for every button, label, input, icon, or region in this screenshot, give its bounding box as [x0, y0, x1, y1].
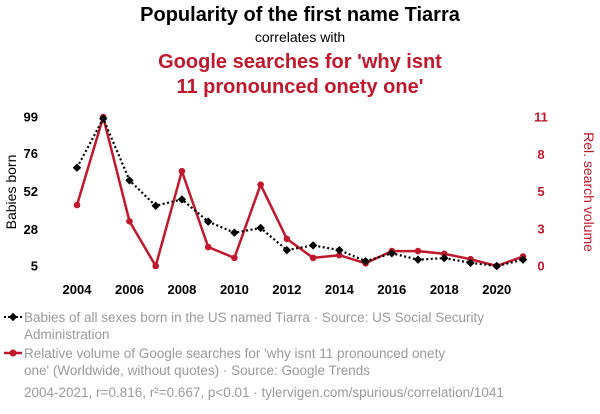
legend-entry-searches: Relative volume of Google searches for '… — [4, 346, 445, 378]
data-point-search-volume — [178, 167, 186, 175]
data-point-babies-born — [125, 176, 134, 185]
data-point-babies-born — [151, 201, 160, 210]
y-right-tick-label: 5 — [537, 184, 544, 199]
x-tick-label: 2020 — [482, 282, 511, 297]
x-tick-label: 2010 — [220, 282, 249, 297]
data-point-babies-born — [203, 217, 213, 226]
chart-subtitle: correlates with — [255, 29, 345, 45]
y-right-tick-label: 3 — [537, 221, 544, 236]
data-point-babies-born — [335, 245, 344, 255]
data-point-babies-born — [282, 245, 292, 255]
footer-note: 2004-2021, r=0.816, r²=0.667, p<0.01 · t… — [24, 385, 504, 400]
legend-marker-searches — [9, 349, 17, 357]
y-left-tick-label: 5 — [31, 259, 38, 274]
y-left-tick-label: 99 — [24, 110, 38, 125]
data-point-babies-born — [308, 241, 318, 250]
data-point-babies-born — [256, 223, 265, 233]
x-tick-label: 2006 — [115, 282, 144, 297]
y-left-tick-label: 52 — [24, 184, 38, 199]
data-point-babies-born — [230, 228, 239, 237]
series-line-babies-born — [76, 117, 524, 268]
chart-title: Popularity of the first name Tiarra — [140, 4, 461, 26]
legend-text-searches-line-1: Relative volume of Google searches for '… — [24, 346, 445, 361]
data-point-babies-born — [413, 255, 423, 264]
data-point-search-volume — [204, 243, 212, 251]
legend-marker-babies — [8, 312, 18, 322]
legend-entry-babies: Babies of all sexes born in the US named… — [4, 310, 484, 342]
y-left-tick-label: 28 — [24, 222, 38, 237]
y-right-tick-label: 0 — [537, 259, 544, 274]
data-point-babies-born — [361, 257, 370, 266]
y-axis-left-label: Babies born — [3, 155, 19, 230]
data-point-search-volume — [257, 181, 264, 189]
data-point-search-volume — [414, 247, 422, 255]
y-axis-left: 5 28 52 76 99 — [24, 110, 38, 274]
data-point-search-volume — [309, 254, 317, 262]
data-point-search-volume — [126, 218, 133, 225]
legend-text-searches-line-2: one' (Worldwide, without quotes) · Sourc… — [24, 363, 370, 378]
x-tick-label: 2008 — [167, 282, 196, 297]
data-point-search-volume — [283, 235, 291, 243]
chart-title2-line-2: 11 pronounced onety one' — [176, 76, 423, 98]
data-point-babies-born — [177, 195, 187, 204]
series-babies-born — [72, 114, 528, 271]
x-tick-label: 2018 — [430, 282, 459, 297]
y-axis-right: 0 3 5 8 11 — [534, 110, 548, 274]
data-point-babies-born — [492, 261, 501, 271]
series-line-search-volume — [75, 115, 524, 268]
data-point-babies-born — [440, 253, 449, 263]
x-axis: 2004 2006 2008 2010 2012 2014 2016 2018 2020 — [63, 282, 512, 297]
y-right-tick-label: 11 — [534, 110, 548, 125]
chart-title2-line-1: Google searches for 'why isnt — [158, 51, 442, 73]
x-tick-label: 2012 — [272, 282, 301, 297]
data-point-babies-born — [387, 249, 397, 258]
legend-text-babies-line-1: Babies of all sexes born in the US named… — [24, 310, 484, 325]
y-left-tick-label: 76 — [24, 146, 38, 161]
x-tick-label: 2016 — [377, 282, 406, 297]
data-point-search-volume — [231, 254, 238, 262]
y-right-tick-label: 8 — [537, 147, 544, 162]
data-point-search-volume — [152, 262, 160, 270]
data-point-babies-born — [99, 114, 108, 123]
data-point-search-volume — [73, 201, 81, 209]
x-tick-label: 2014 — [325, 282, 355, 297]
data-point-search-volume — [336, 251, 343, 259]
legend-text-babies-line-2: Administration — [24, 327, 110, 342]
data-point-babies-born — [518, 255, 528, 264]
y-axis-right-label: Rel. search volume — [581, 132, 597, 252]
data-point-babies-born — [72, 163, 82, 172]
plot-area — [72, 113, 528, 271]
data-point-babies-born — [466, 258, 475, 268]
series-search-volume — [73, 113, 527, 270]
data-point-search-volume — [440, 250, 448, 258]
x-tick-label: 2004 — [63, 282, 93, 297]
